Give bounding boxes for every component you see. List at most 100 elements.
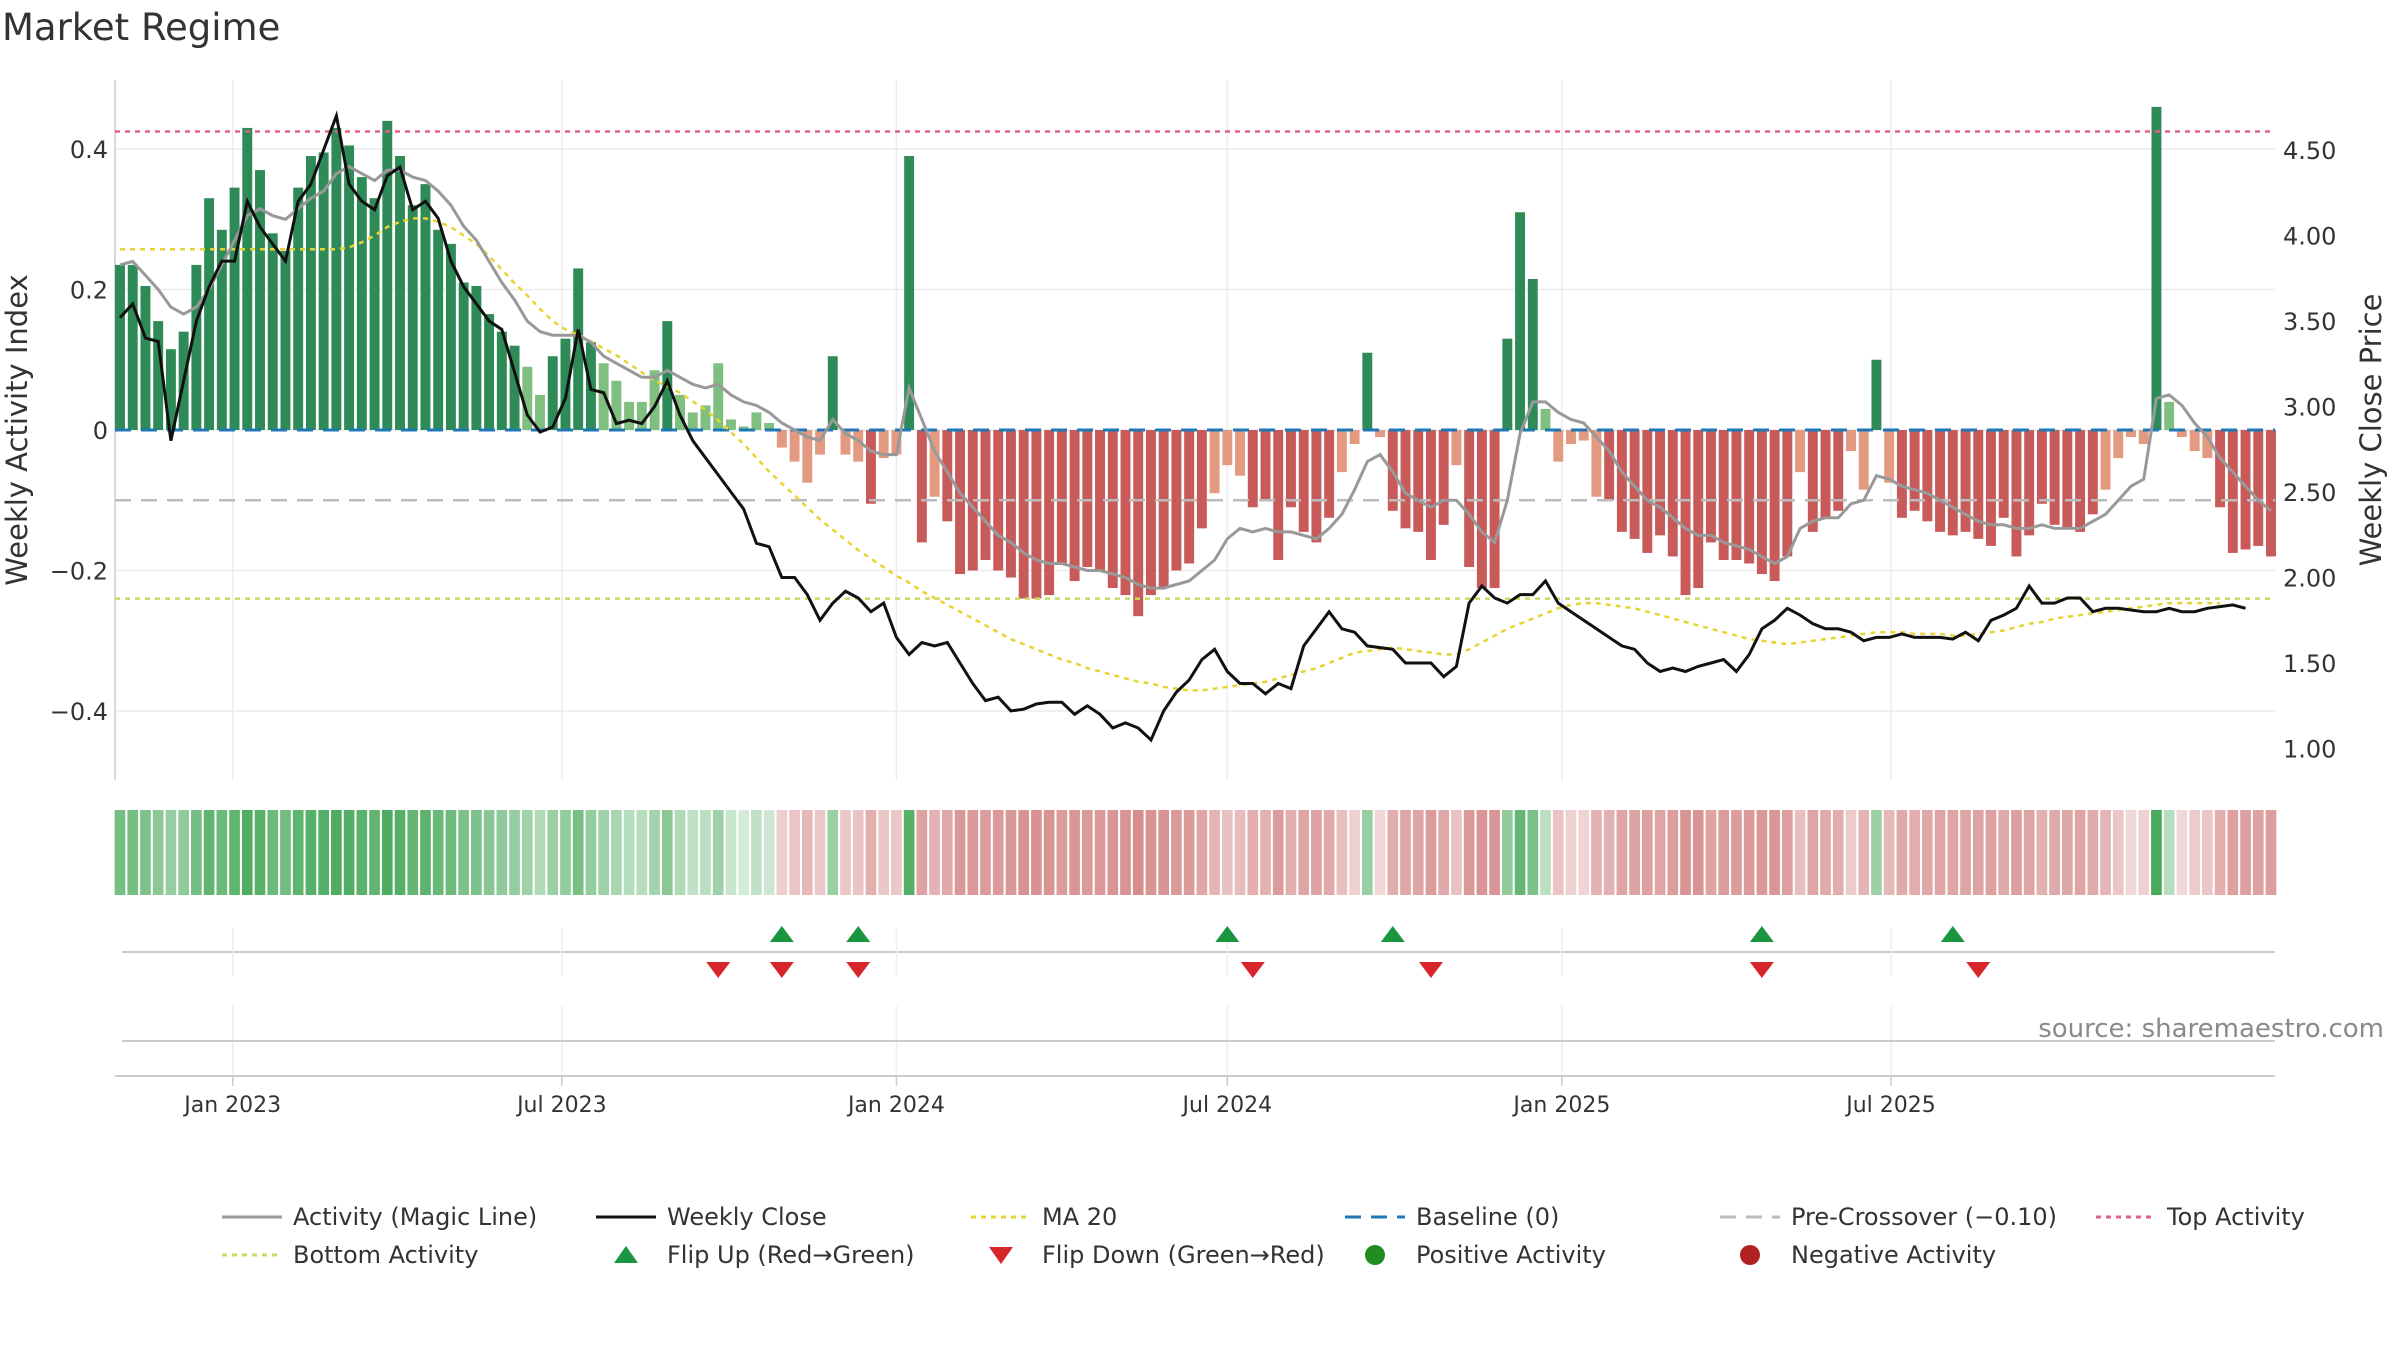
heat-strip-cell [2265, 810, 2277, 895]
heat-strip-cell [1361, 810, 1373, 895]
legend-label-flip-up: Flip Up (Red→Green) [667, 1241, 915, 1269]
activity-bar [624, 401, 635, 430]
heat-strip-cell [1311, 810, 1322, 895]
heat-strip-cell [2227, 810, 2239, 895]
activity-bar [942, 430, 953, 522]
activity-bar [1986, 430, 1996, 546]
heat-strip-cell [127, 810, 139, 895]
heat-strip-cell [1922, 810, 1933, 895]
heat-strip-cell [191, 810, 202, 895]
activity-bar [853, 430, 864, 462]
activity-bar [420, 184, 431, 430]
heat-strip-cell [852, 810, 864, 895]
activity-bar [636, 401, 647, 430]
heat-strip-cell [1883, 810, 1895, 895]
activity-bar [344, 145, 355, 431]
activity-bar [1311, 430, 1322, 543]
heat-strip-cell [801, 810, 813, 895]
activity-bar [1591, 430, 1602, 497]
heat-strip-cell [292, 810, 304, 895]
activity-bar [140, 285, 151, 430]
legend-label-top-activity: Top Activity [2166, 1203, 2305, 1231]
heat-strip-cell [229, 810, 240, 895]
heat-strip-cell [1565, 810, 1577, 895]
heat-strip-cell [840, 810, 851, 895]
activity-bar [1833, 430, 1844, 511]
heat-strip-cell [1603, 810, 1615, 895]
heat-strip-cell [2138, 810, 2150, 895]
heat-strip-cell [318, 810, 329, 895]
y-right-tick-label: 1.50 [2283, 650, 2336, 678]
heat-strip-cell [1145, 810, 1157, 895]
activity-bar [2024, 430, 2035, 536]
y-right-tick-label: 2.00 [2283, 565, 2336, 593]
heat-strip-cell [1183, 810, 1195, 895]
activity-bar [204, 198, 215, 430]
activity-bar [2240, 430, 2251, 550]
heat-strip-cell [1336, 810, 1348, 895]
activity-bar [165, 349, 176, 430]
activity-bar [840, 430, 851, 455]
activity-bar [827, 356, 838, 430]
y-left-tick-label: −0.2 [50, 558, 108, 586]
activity-bar [267, 233, 278, 430]
activity-bar [1604, 430, 1615, 501]
heat-strip-cell [2202, 810, 2213, 895]
heat-strip-cell [1667, 810, 1679, 895]
activity-bar [878, 430, 889, 459]
heat-strip-cell [1845, 810, 1857, 895]
activity-bar [2164, 401, 2175, 430]
heat-strip-cell [381, 810, 393, 895]
heat-strip-cell [369, 810, 380, 895]
activity-bar [395, 156, 405, 430]
heat-strip-cell [776, 810, 788, 895]
flip-down-marker [846, 962, 871, 978]
heat-strip-cell [611, 810, 622, 895]
activity-bar [280, 250, 291, 430]
activity-bar [305, 156, 316, 430]
activity-bar [229, 187, 240, 430]
activity-bar [2011, 430, 2022, 557]
heat-strip-cell [1056, 810, 1068, 895]
heat-strip-cell [203, 810, 215, 895]
heat-strip-cell [1209, 810, 1220, 895]
activity-bar [407, 205, 418, 430]
activity-bar [509, 345, 520, 430]
activity-bar [1527, 278, 1538, 430]
activity-bar [1005, 430, 1016, 578]
activity-bar [1082, 430, 1093, 567]
legend-label-baseline: Baseline (0) [1416, 1203, 1559, 1231]
activity-bar [802, 430, 813, 483]
activity-bar [1795, 430, 1806, 473]
activity-bar [1235, 430, 1246, 476]
activity-bar [2189, 430, 2200, 452]
heat-strip-cell [1018, 810, 1030, 895]
activity-bar [1031, 430, 1042, 599]
activity-bar [331, 127, 342, 431]
heat-strip-cell [2151, 810, 2162, 895]
heat-strip-cell [763, 810, 775, 895]
activity-bar [1655, 430, 1666, 536]
heat-strip-cell [1451, 810, 1462, 895]
legend-label-weekly-close: Weekly Close [667, 1203, 827, 1231]
activity-bar [929, 430, 940, 497]
heat-strip-cell [916, 810, 928, 895]
flip-down-marker [1749, 962, 1774, 978]
activity-bar [255, 170, 265, 430]
legend-label-flip-down: Flip Down (Green→Red) [1042, 1241, 1325, 1269]
heat-strip-cell [420, 810, 431, 895]
activity-bar [356, 177, 367, 430]
activity-bar [2176, 430, 2187, 438]
heat-strip-cell [1947, 810, 1959, 895]
flip-up-marker [769, 926, 794, 942]
heat-strip-cell [331, 810, 342, 895]
heat-strip-cell [1998, 810, 2010, 895]
activity-bar [1896, 430, 1907, 518]
heat-strip-cell [967, 810, 979, 895]
activity-bar [700, 405, 711, 430]
activity-bar [1515, 212, 1526, 430]
heat-strip-cell [598, 810, 610, 895]
activity-bar [1044, 430, 1055, 596]
heat-strip-cell [496, 810, 508, 895]
